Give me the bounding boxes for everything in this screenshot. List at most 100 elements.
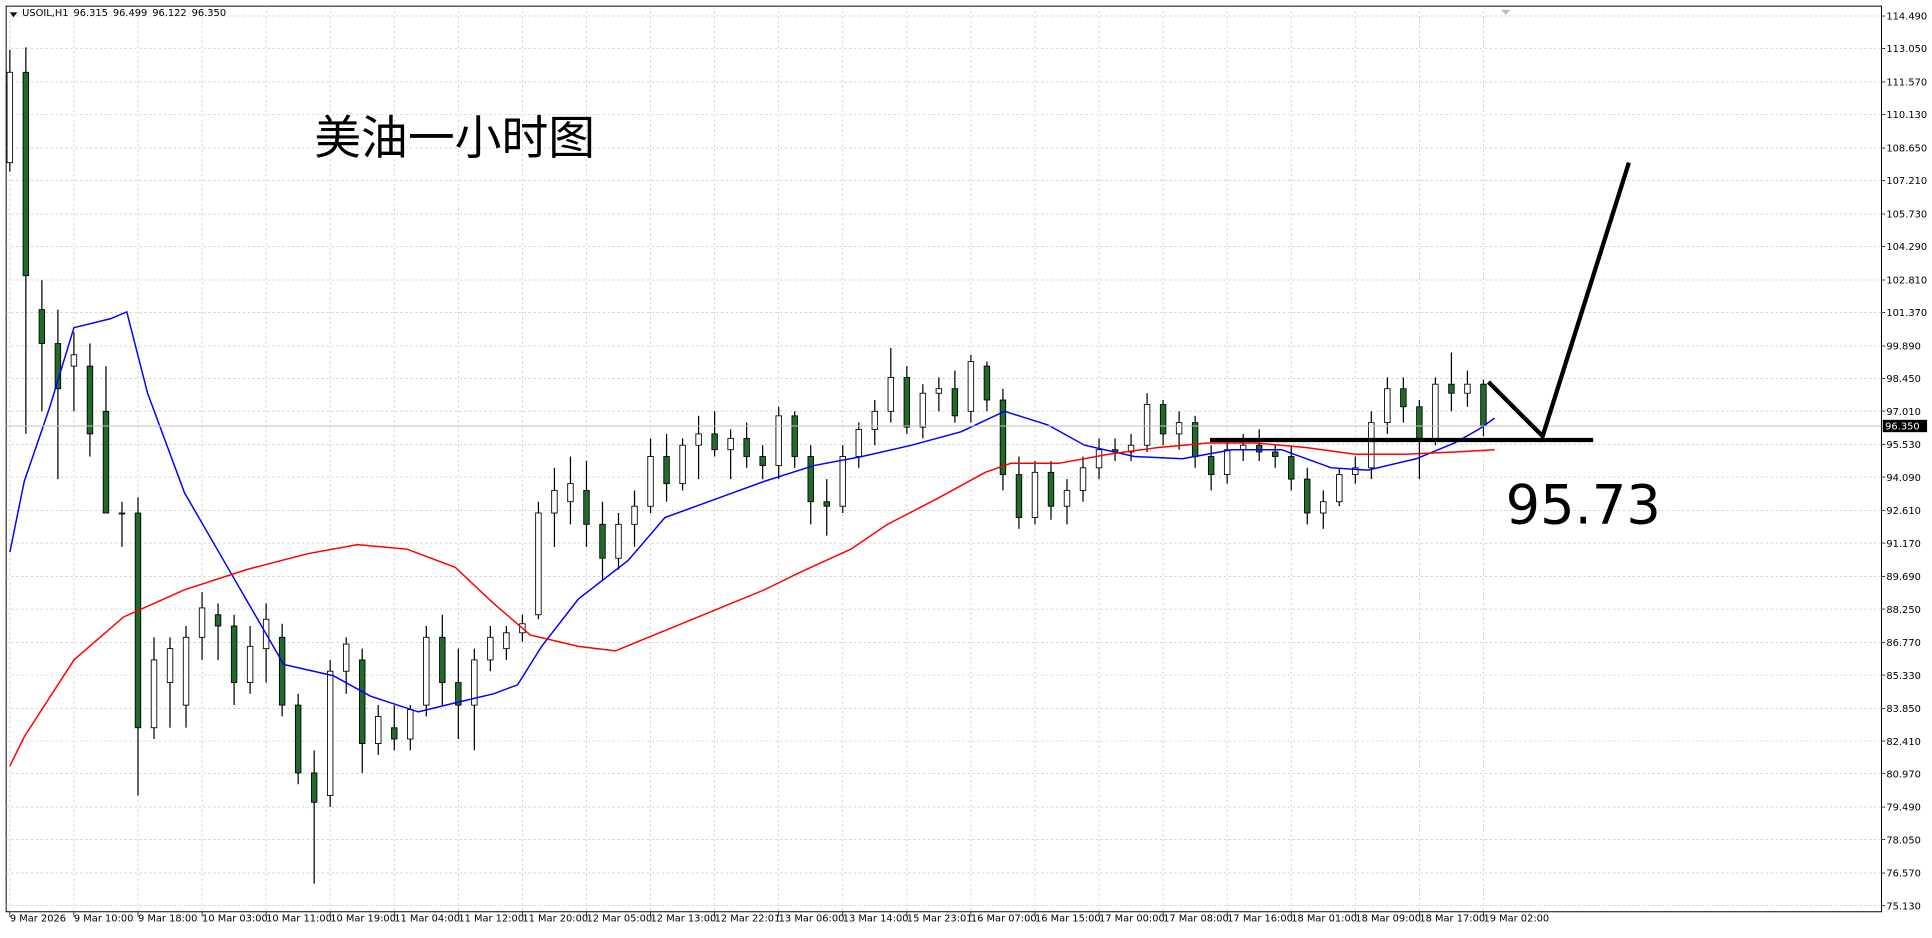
y-tick-label: 97.010 — [1886, 407, 1920, 418]
candle-body — [278, 636, 286, 706]
y-tick-label: 91.170 — [1886, 539, 1920, 550]
info-value: 96.499 — [113, 8, 147, 19]
candle-body — [22, 71, 30, 277]
x-tick-label: 9 Mar 10:00 — [74, 914, 133, 925]
x-tick-label: 17 Mar 16:00 — [1227, 914, 1293, 925]
y-tick-label: 94.090 — [1886, 473, 1920, 484]
candle-body — [1432, 383, 1439, 439]
candle-body — [294, 704, 302, 774]
last-price-box — [1882, 419, 1928, 433]
candle-body — [1336, 474, 1343, 503]
candle-body — [439, 636, 446, 683]
y-tick-label: 110.130 — [1886, 110, 1927, 121]
x-tick-label: 10 Mar 03:00 — [202, 914, 268, 925]
candle-body — [1207, 456, 1215, 476]
candle-body — [214, 614, 222, 627]
candle-body — [423, 636, 430, 706]
x-tick-label: 10 Mar 11:00 — [266, 914, 332, 925]
candle-body — [471, 659, 478, 706]
candle-body — [38, 309, 46, 344]
candle-body — [823, 501, 830, 507]
y-tick-label: 113.050 — [1886, 44, 1927, 55]
candle-body — [855, 428, 862, 457]
candle-body — [711, 433, 718, 451]
y-tick-label: 75.130 — [1886, 901, 1920, 912]
candle-body — [182, 636, 190, 706]
x-tick-label: 10 Mar 19:00 — [330, 914, 396, 925]
moving-average — [9, 442, 1495, 767]
candle-body — [1416, 406, 1423, 439]
plot-frame — [5, 5, 1882, 913]
symbol: USOIL,H1 — [22, 8, 68, 19]
candle-body — [246, 645, 254, 683]
menu-icon[interactable] — [9, 12, 18, 18]
annotation-title: 美油一小时图 — [314, 112, 595, 166]
x-tick-label: 17 Mar 00:00 — [1099, 914, 1165, 925]
candle-body — [310, 772, 318, 803]
candle-body — [1304, 478, 1311, 514]
candle-body — [359, 659, 366, 744]
candle-body — [391, 727, 398, 740]
candle-body — [679, 444, 686, 485]
candle-body — [1143, 404, 1151, 446]
candle-body — [198, 607, 206, 638]
candle-body — [1175, 422, 1183, 435]
candle-body — [951, 388, 959, 417]
x-tick-label: 15 Mar 23:01 — [907, 914, 973, 925]
info-value: 96.122 — [152, 8, 186, 19]
y-tick-label: 76.570 — [1886, 869, 1920, 880]
candle-body — [1448, 383, 1455, 394]
y-tick-label: 104.290 — [1886, 242, 1927, 253]
candle-body — [70, 354, 78, 367]
y-tick-label: 85.330 — [1886, 671, 1920, 682]
candle-body — [230, 625, 238, 683]
y-tick-label: 79.490 — [1886, 803, 1920, 814]
y-tick-label: 105.730 — [1886, 210, 1927, 221]
x-tick-label: 11 Mar 12:00 — [458, 914, 524, 925]
y-tick-label: 83.850 — [1886, 704, 1920, 715]
y-tick-label: 95.530 — [1886, 440, 1920, 451]
x-tick-label: 12 Mar 05:00 — [586, 914, 652, 925]
y-tick-label: 108.650 — [1886, 144, 1927, 155]
candle-body — [663, 456, 670, 485]
candle-body — [919, 392, 927, 428]
y-tick-label: 89.690 — [1886, 572, 1920, 583]
y-tick-label: 98.450 — [1886, 374, 1920, 385]
y-tick-label: 111.570 — [1886, 78, 1927, 89]
candle-body — [407, 709, 414, 740]
y-tick-label: 78.050 — [1886, 835, 1920, 846]
candle-body — [887, 376, 895, 412]
candle-body — [983, 365, 991, 401]
candle-body — [166, 648, 174, 683]
candle-body — [583, 489, 590, 525]
y-tick-label: 80.970 — [1886, 769, 1920, 780]
candle-body — [1256, 444, 1263, 453]
y-tick-label: 101.370 — [1886, 308, 1927, 319]
marks — [6, 47, 1882, 884]
candle-body — [615, 523, 622, 559]
candle-body — [1015, 474, 1023, 518]
y-tick-label: 86.770 — [1886, 638, 1920, 649]
candle-body — [1352, 467, 1359, 476]
x-tick-label: 9 Mar 2026 — [10, 914, 66, 925]
candle-body — [102, 410, 110, 514]
candle-body — [1320, 501, 1327, 514]
candle-body — [343, 643, 350, 672]
candle-body — [1063, 489, 1071, 507]
x-tick-label: 11 Mar 20:00 — [522, 914, 588, 925]
candle-body — [871, 410, 878, 430]
candle-body — [375, 715, 382, 744]
candle-body — [727, 438, 734, 451]
shift-marker — [1500, 9, 1511, 15]
candle-body — [775, 415, 782, 466]
info-value: 96.350 — [192, 8, 226, 19]
y-tick-label: 82.410 — [1886, 737, 1920, 748]
x-tick-label: 13 Mar 14:00 — [843, 914, 909, 925]
last-price-label: 96.350 — [1885, 422, 1919, 433]
candle-body — [1464, 383, 1471, 394]
candle-body — [1079, 467, 1087, 491]
candle-body — [150, 659, 158, 729]
grid: 114.490 113.050 111.570 110.130 108.650 107.2… — [6, 6, 1927, 925]
